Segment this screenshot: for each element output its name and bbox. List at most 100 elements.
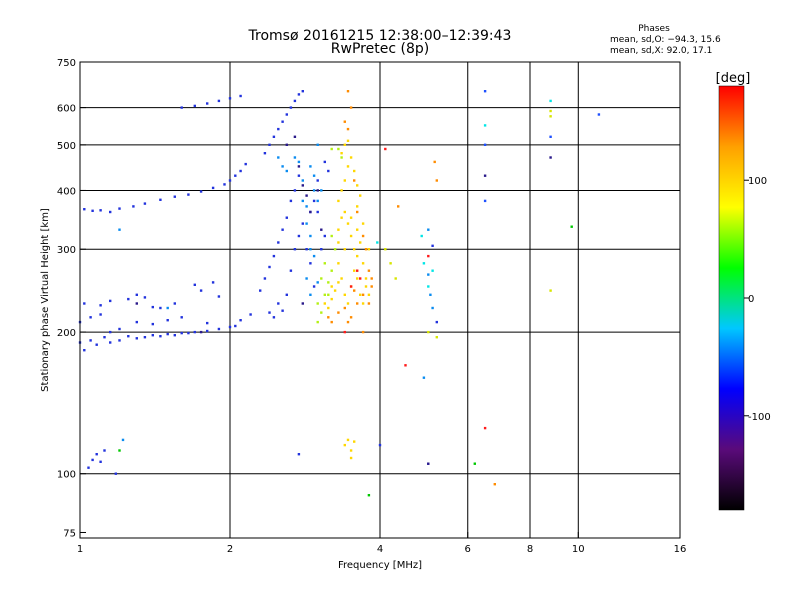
data-point xyxy=(320,311,323,314)
data-point xyxy=(199,289,203,292)
data-point xyxy=(99,313,102,316)
y-tick-label: 200 xyxy=(57,328,76,339)
data-point xyxy=(103,449,106,452)
data-point xyxy=(367,293,371,296)
data-point xyxy=(132,205,135,208)
data-point xyxy=(549,109,552,113)
data-point xyxy=(217,295,221,298)
data-point xyxy=(356,228,359,231)
y-tick-label: 500 xyxy=(57,141,76,152)
data-point xyxy=(316,189,319,192)
data-point xyxy=(83,302,86,305)
data-point xyxy=(361,222,365,225)
data-point xyxy=(312,254,316,258)
data-point xyxy=(327,316,330,319)
data-point xyxy=(340,216,343,219)
phases-title: Phases xyxy=(638,24,670,34)
data-point xyxy=(483,143,487,146)
data-point xyxy=(343,248,346,251)
data-point xyxy=(433,160,436,164)
data-point xyxy=(217,327,221,331)
data-point xyxy=(289,269,293,272)
data-point xyxy=(166,306,169,310)
data-point xyxy=(327,293,330,296)
data-point xyxy=(330,285,333,288)
data-point xyxy=(277,302,280,305)
data-point xyxy=(323,262,326,265)
data-point xyxy=(143,202,147,205)
data-point xyxy=(549,289,552,292)
data-point xyxy=(320,277,323,280)
data-point xyxy=(394,277,397,280)
data-point xyxy=(427,330,430,334)
data-point xyxy=(316,320,319,324)
data-point xyxy=(367,269,371,272)
data-point xyxy=(263,277,267,280)
data-point xyxy=(493,483,496,486)
data-point xyxy=(305,194,308,197)
data-point xyxy=(367,494,371,497)
x-tick-label: 16 xyxy=(674,544,687,555)
data-point xyxy=(228,179,232,182)
data-point xyxy=(309,210,312,214)
data-point xyxy=(159,306,162,310)
data-point xyxy=(180,316,183,319)
data-point xyxy=(289,106,293,109)
data-point xyxy=(330,147,333,151)
data-point xyxy=(89,339,92,342)
data-point xyxy=(343,293,346,296)
data-point xyxy=(277,241,280,244)
data-point xyxy=(353,169,356,173)
data-point xyxy=(159,335,162,338)
data-point xyxy=(316,143,319,146)
data-point xyxy=(431,269,434,272)
data-point xyxy=(549,99,552,103)
data-point xyxy=(87,466,90,469)
data-point xyxy=(309,262,312,265)
data-point xyxy=(305,222,308,225)
data-point xyxy=(384,248,387,251)
x-tick-label: 8 xyxy=(527,544,533,555)
grid-lines xyxy=(80,62,680,538)
data-point xyxy=(206,329,209,333)
data-point xyxy=(343,306,346,310)
x-tick-label: 6 xyxy=(465,544,471,555)
data-point xyxy=(135,337,138,340)
data-point xyxy=(109,210,112,214)
data-point xyxy=(228,325,232,329)
data-point xyxy=(364,285,368,288)
data-point xyxy=(343,330,346,334)
data-point xyxy=(356,302,359,305)
data-point xyxy=(293,248,297,251)
data-point xyxy=(166,319,169,322)
data-point xyxy=(429,293,432,296)
data-point xyxy=(361,262,365,265)
data-point xyxy=(193,283,196,286)
data-point xyxy=(293,189,297,192)
data-point xyxy=(361,330,365,334)
x-tick-label: 10 xyxy=(572,544,585,555)
data-point xyxy=(277,127,280,131)
data-point xyxy=(305,248,308,251)
data-point xyxy=(349,456,353,460)
data-point xyxy=(301,302,304,305)
data-point xyxy=(404,364,407,367)
data-point xyxy=(199,330,203,334)
data-point xyxy=(483,90,487,93)
data-point xyxy=(422,376,426,379)
data-point xyxy=(359,277,362,280)
data-point xyxy=(549,135,552,138)
data-point xyxy=(353,179,356,182)
data-point xyxy=(361,234,365,238)
data-point xyxy=(340,189,343,192)
data-point xyxy=(435,179,438,182)
data-point xyxy=(389,262,392,265)
data-point xyxy=(301,184,304,187)
data-point xyxy=(268,265,271,269)
data-point xyxy=(309,234,312,238)
data-point xyxy=(91,458,94,462)
y-tick-label: 400 xyxy=(57,186,76,197)
data-point xyxy=(340,277,343,280)
data-point xyxy=(135,293,138,296)
data-point xyxy=(320,248,323,251)
